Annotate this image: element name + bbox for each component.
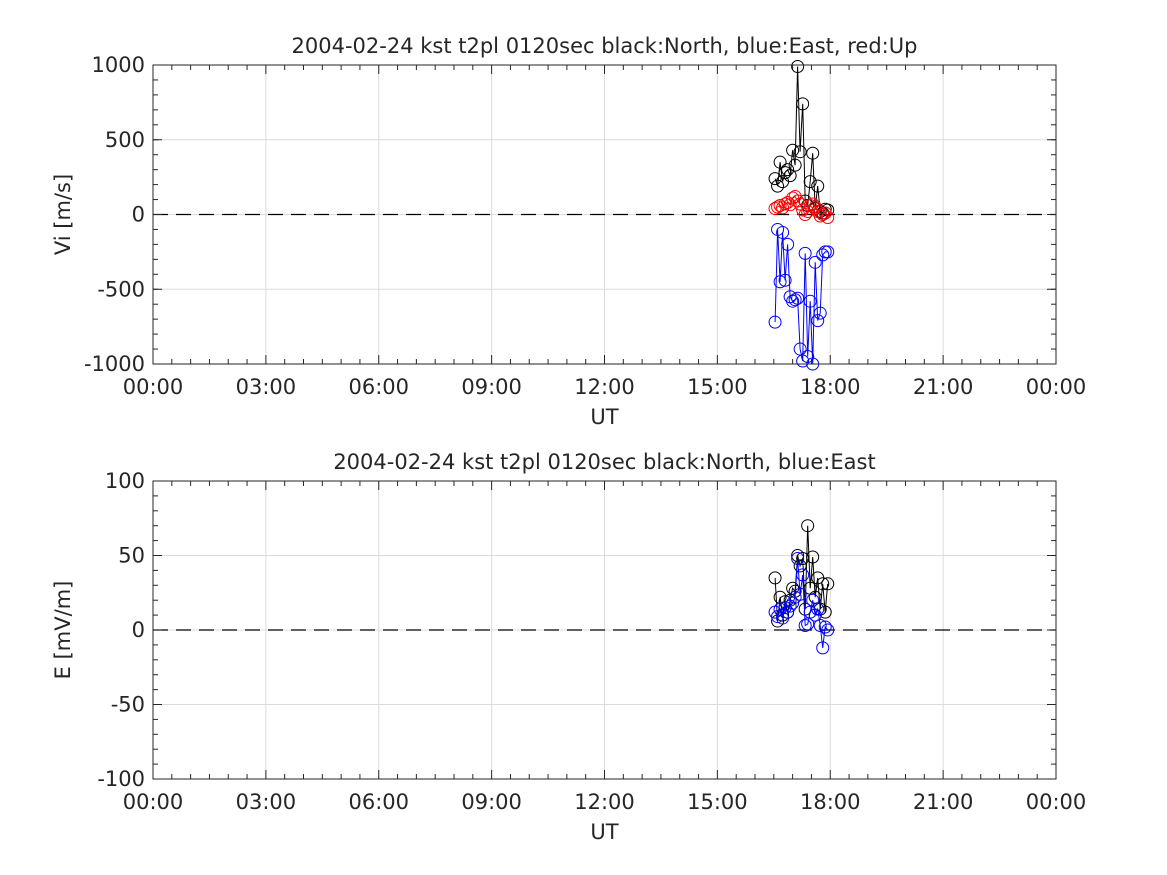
y-tick-label: 1000 (92, 53, 145, 77)
data-point (808, 255, 822, 269)
data-point (781, 237, 795, 251)
x-tick-label: 18:00 (800, 790, 861, 814)
data-point (811, 314, 825, 328)
data-point (801, 205, 815, 219)
data-point (776, 201, 790, 215)
data-point (821, 623, 835, 637)
data-point (816, 577, 830, 591)
x-tick-label: 03:00 (236, 790, 297, 814)
data-point (818, 605, 832, 619)
data-point (818, 245, 832, 259)
series-2 (768, 190, 835, 224)
x-tick-label: 00:00 (123, 375, 184, 399)
y-axis-label: E [mV/m] (51, 581, 75, 680)
data-point (768, 315, 782, 329)
chart-title: 2004-02-24 kst t2pl 0120sec black:North,… (333, 450, 875, 474)
series-0 (768, 59, 835, 220)
data-point (821, 245, 835, 259)
data-point (781, 163, 795, 177)
data-point (808, 608, 822, 622)
x-tick-label: 21:00 (913, 375, 974, 399)
y-tick-label: 100 (105, 469, 145, 493)
series-1 (768, 222, 835, 371)
data-point (783, 169, 797, 183)
data-point (813, 306, 827, 320)
data-point (816, 641, 830, 655)
x-axis-label: UT (590, 405, 618, 429)
data-point (793, 587, 807, 601)
x-tick-label: 15:00 (687, 790, 748, 814)
data-point (786, 596, 800, 610)
data-point (813, 619, 827, 633)
series-1 (768, 551, 835, 655)
data-point (773, 199, 787, 213)
data-point (801, 350, 815, 364)
data-point (791, 551, 805, 565)
x-tick-label: 06:00 (348, 375, 409, 399)
data-point (778, 273, 792, 287)
x-tick-label: 00:00 (1026, 375, 1087, 399)
data-point (821, 210, 835, 224)
data-point (768, 172, 782, 186)
y-tick-label: -100 (97, 767, 145, 791)
data-point (796, 568, 810, 582)
x-tick-label: 15:00 (687, 375, 748, 399)
y-tick-label: -50 (111, 693, 145, 717)
y-tick-label: 0 (132, 203, 145, 227)
x-tick-label: 00:00 (123, 790, 184, 814)
data-point (798, 619, 812, 633)
x-tick-label: 12:00 (574, 790, 635, 814)
data-point (773, 275, 787, 289)
x-axis-label: UT (590, 820, 618, 844)
x-tick-label: 18:00 (800, 375, 861, 399)
x-tick-label: 06:00 (348, 790, 409, 814)
data-point (806, 197, 820, 211)
data-point (806, 550, 820, 564)
y-tick-label: -1000 (84, 352, 145, 376)
data-point (811, 179, 825, 193)
data-point (793, 145, 807, 159)
chart-title: 2004-02-24 kst t2pl 0120sec black:North,… (292, 34, 918, 58)
data-point (793, 559, 807, 573)
data-point (773, 155, 787, 169)
x-tick-label: 21:00 (913, 790, 974, 814)
data-point (793, 197, 807, 211)
x-tick-label: 09:00 (461, 375, 522, 399)
data-point (811, 602, 825, 616)
data-point (788, 293, 802, 307)
data-point (776, 225, 790, 239)
data-point (798, 246, 812, 260)
electric-field-axes: 00:00 03:00 06:00 09:00 12:00 15:00 18:00 21:00… (51, 450, 1086, 844)
data-point (821, 577, 835, 591)
data-point (768, 571, 782, 585)
x-tick-label: 09:00 (461, 790, 522, 814)
data-point (803, 294, 817, 308)
y-tick-label: 0 (132, 618, 145, 642)
data-point (796, 551, 810, 565)
data-point (791, 291, 805, 305)
x-tick-label: 00:00 (1026, 790, 1087, 814)
data-point (773, 602, 787, 616)
data-point (783, 198, 797, 212)
y-axis-label: Vi [m/s] (51, 174, 75, 255)
data-point (796, 97, 810, 111)
data-point (791, 59, 805, 73)
data-point (803, 175, 817, 189)
series-line (774, 525, 829, 622)
data-point (806, 146, 820, 160)
y-tick-label: 50 (118, 544, 145, 568)
series-line (774, 558, 829, 648)
data-point (771, 179, 785, 193)
data-point (788, 158, 802, 172)
y-tick-label: -500 (97, 277, 145, 301)
data-point (786, 143, 800, 157)
x-tick-label: 12:00 (574, 375, 635, 399)
y-tick-label: 500 (105, 128, 145, 152)
velocity-axes: 00:00 03:00 06:00 09:00 12:00 15:00 18:00 21:00… (51, 34, 1086, 429)
data-point (818, 620, 832, 634)
data-point (796, 354, 810, 368)
x-tick-label: 03:00 (236, 375, 297, 399)
data-point (801, 519, 815, 533)
